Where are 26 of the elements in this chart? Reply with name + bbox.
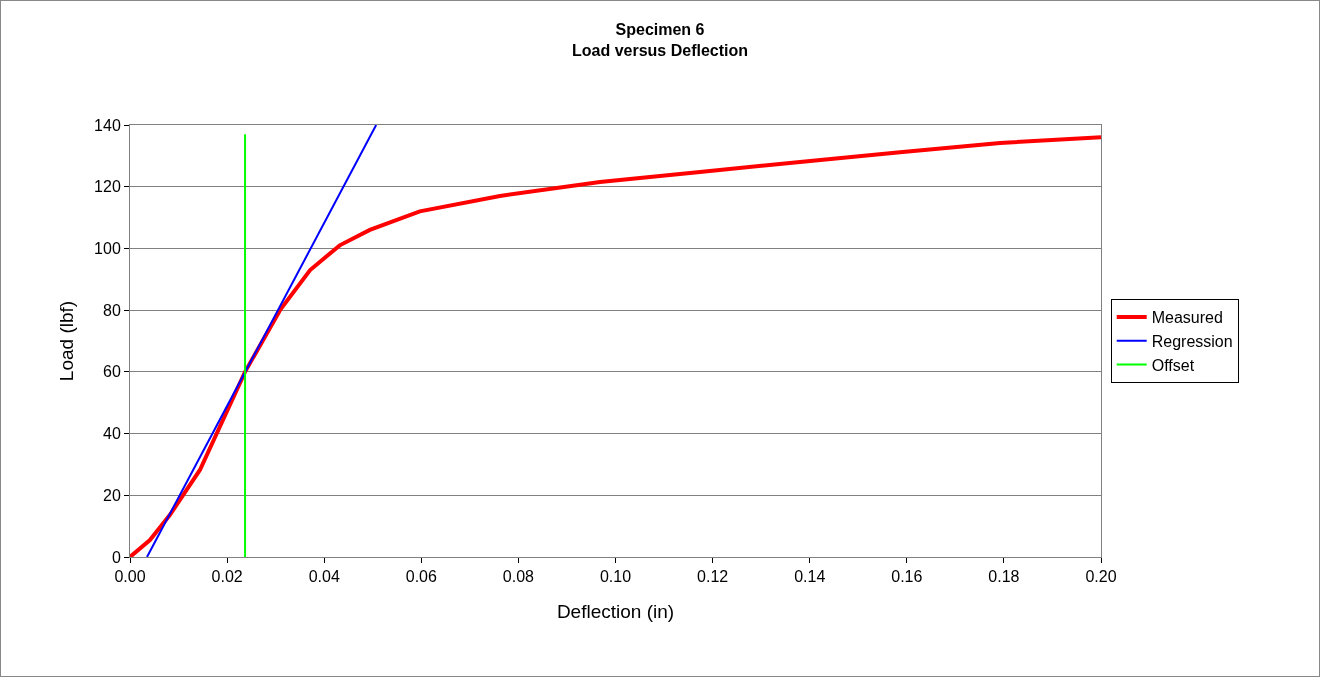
- x-tick-label: 0.10: [599, 568, 632, 586]
- y-tick-label: 120: [94, 178, 121, 196]
- line-series: [130, 135, 1101, 557]
- x-tick-label: 0.18: [988, 568, 1020, 586]
- x-tick-label: 0.14: [794, 568, 826, 586]
- legend-label: Regression: [1151, 332, 1233, 350]
- y-tick-label: 80: [103, 301, 121, 319]
- legend-label: Offset: [1151, 356, 1195, 374]
- x-tick-label: 0.16: [891, 568, 923, 586]
- x-tick-label: 0.02: [211, 568, 243, 586]
- legend-label: Measured: [1151, 309, 1223, 327]
- x-tick-label: 0.06: [405, 568, 437, 586]
- x-tick-label: 0.20: [1085, 568, 1117, 586]
- y-tick-label: 100: [94, 240, 121, 258]
- y-tick-label: 0: [111, 548, 121, 566]
- y-tick-label: 140: [94, 116, 121, 134]
- y-tick-label: 60: [103, 363, 121, 381]
- y-tick-label: 40: [103, 425, 121, 443]
- x-axis-title: Deflection (in): [556, 601, 675, 622]
- y-tick-label: 20: [103, 486, 121, 504]
- x-tick-label: 0.04: [308, 568, 340, 586]
- x-tick-label: 0.00: [114, 568, 146, 586]
- x-tick-label: 0.12: [697, 568, 729, 586]
- x-tick-label: 0.08: [502, 568, 535, 586]
- chart-title: Specimen 6 Load versus Deflection: [571, 20, 749, 59]
- y-axis-title: Load (lbf): [55, 300, 77, 382]
